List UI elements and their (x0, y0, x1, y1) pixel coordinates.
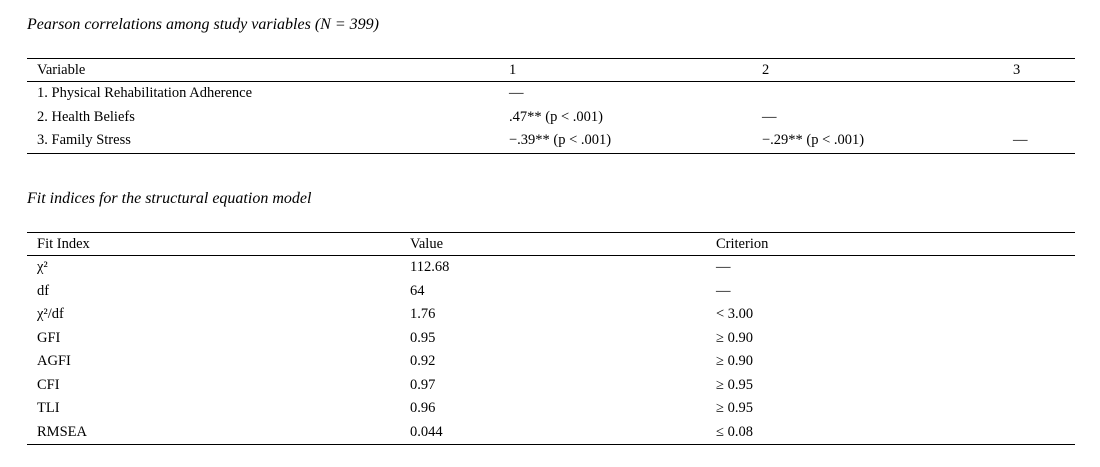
fit-index-cell: AGFI (37, 353, 71, 369)
variable-cell: 2. Health Beliefs (37, 108, 135, 125)
header-fit-index: Fit Index (37, 236, 90, 252)
criterion-cell: ≥ 0.95 (716, 400, 753, 416)
variable-cell: 1. Physical Rehabilitation Adherence (37, 85, 253, 101)
header-col-1: 1 (509, 62, 517, 78)
table2-caption: Fit indices for the structural equation … (27, 190, 312, 207)
fit-index-cell: χ²/df (37, 306, 64, 322)
table-row: 2. Health Beliefs .47** (p < .001) — (27, 106, 1075, 130)
value-cell: 64 (410, 282, 425, 299)
header-variable: Variable (37, 62, 86, 78)
variable-cell: 3. Family Stress (37, 132, 131, 148)
criterion-cell: — (716, 259, 731, 275)
fit-index-cell: CFI (37, 376, 60, 393)
table-row: χ² 112.68 — (27, 256, 1075, 280)
fit-index-cell: RMSEA (37, 423, 87, 440)
criterion-cell: — (716, 282, 731, 299)
fit-index-cell: χ² (37, 259, 48, 275)
value-cell: 0.97 (410, 376, 436, 393)
criterion-cell: ≥ 0.90 (716, 353, 753, 369)
corr-cell: — (509, 85, 524, 101)
fit-indices-table: Fit Index Value Criterion χ² 112.68 — df… (27, 232, 1075, 445)
table-row: χ²/df 1.76 < 3.00 (27, 303, 1075, 327)
value-cell: 0.044 (410, 423, 443, 440)
table-row: 1. Physical Rehabilitation Adherence — (27, 82, 1075, 106)
value-cell: 0.92 (410, 353, 436, 369)
corr-cell: −.39** (p < .001) (509, 132, 612, 148)
value-cell: 112.68 (410, 259, 450, 275)
corr-cell: — (1013, 132, 1028, 148)
table-row: df 64 — (27, 280, 1075, 304)
table-row: 3. Family Stress −.39** (p < .001) −.29*… (27, 129, 1075, 153)
table-header-row: Fit Index Value Criterion (27, 233, 1075, 256)
value-cell: 0.96 (410, 400, 436, 416)
header-criterion: Criterion (716, 236, 769, 252)
corr-cell: — (762, 108, 777, 125)
table1-caption: Pearson correlations among study variabl… (27, 16, 379, 33)
corr-cell: .47** (p < .001) (509, 108, 603, 125)
header-col-3: 3 (1013, 62, 1021, 78)
table-row: AGFI 0.92 ≥ 0.90 (27, 350, 1075, 374)
criterion-cell: < 3.00 (716, 306, 754, 322)
fit-index-cell: GFI (37, 329, 61, 346)
table-row: RMSEA 0.044 ≤ 0.08 (27, 421, 1075, 445)
corr-cell: −.29** (p < .001) (762, 132, 865, 148)
table-header-row: Variable 1 2 3 (27, 59, 1075, 82)
fit-index-cell: df (37, 282, 50, 299)
criterion-cell: ≤ 0.08 (716, 423, 753, 440)
criterion-cell: ≥ 0.90 (716, 329, 753, 346)
value-cell: 1.76 (410, 306, 436, 322)
header-value: Value (410, 236, 444, 252)
header-col-2: 2 (762, 62, 770, 78)
criterion-cell: ≥ 0.95 (716, 376, 753, 393)
table-row: GFI 0.95 ≥ 0.90 (27, 327, 1075, 351)
correlation-table: Variable 1 2 3 1. Physical Rehabilitatio… (27, 58, 1075, 154)
table-row: CFI 0.97 ≥ 0.95 (27, 374, 1075, 398)
table-row: TLI 0.96 ≥ 0.95 (27, 397, 1075, 421)
fit-index-cell: TLI (37, 400, 60, 416)
value-cell: 0.95 (410, 329, 436, 346)
